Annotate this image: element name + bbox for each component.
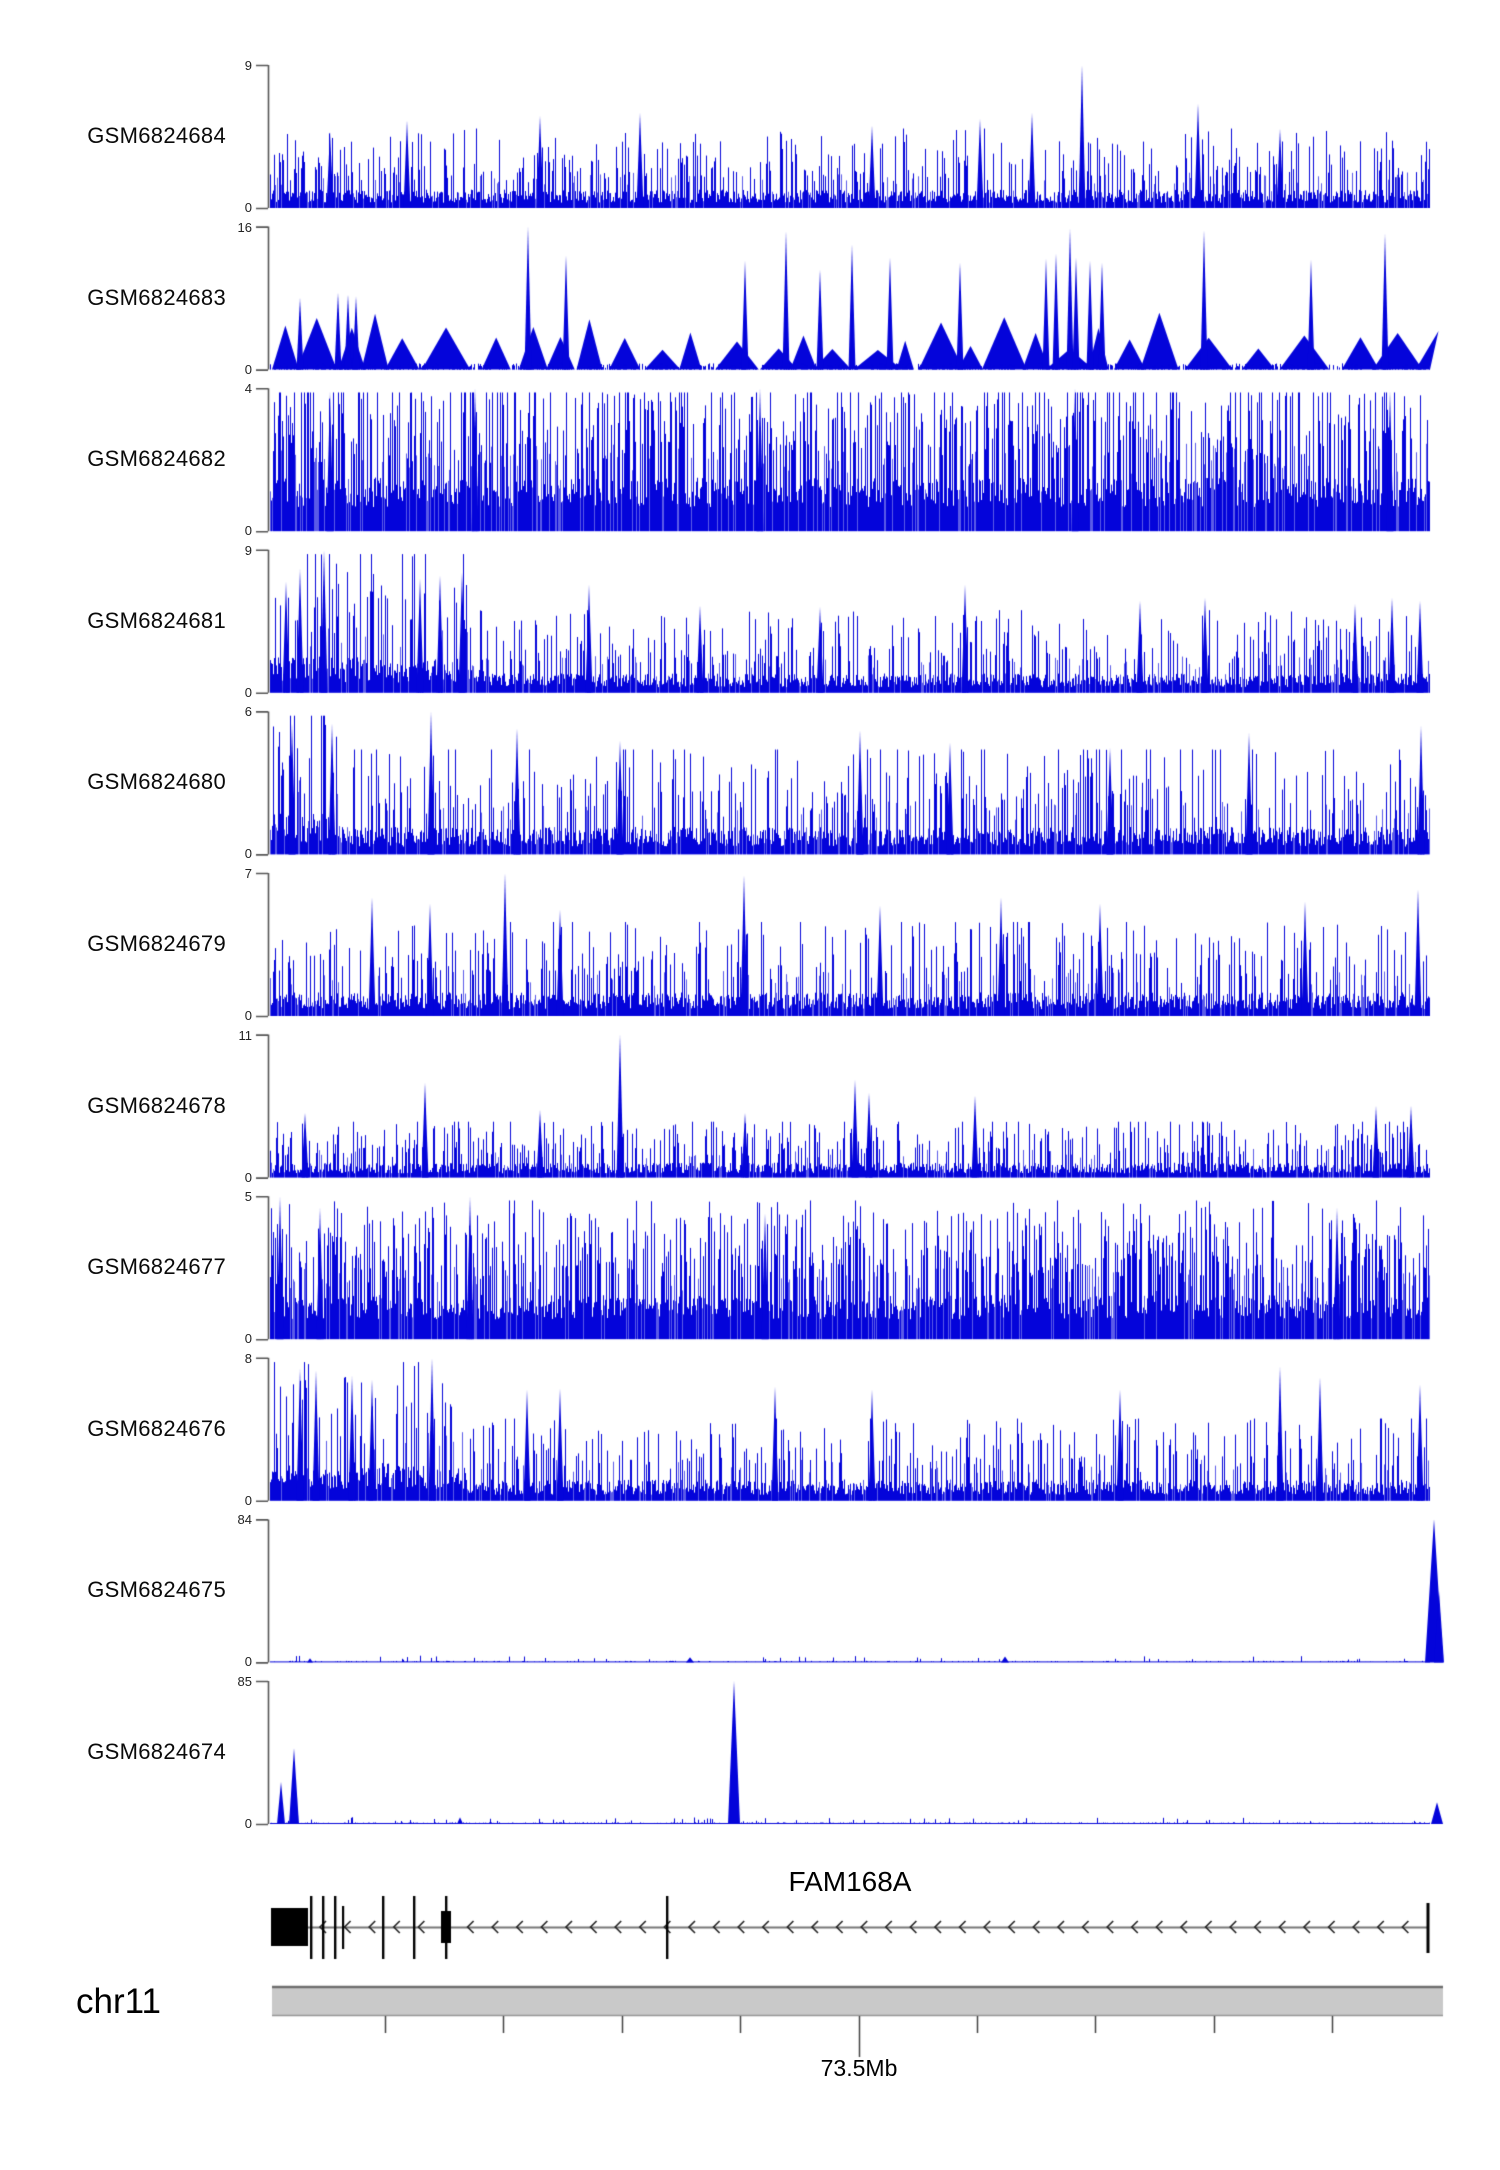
track-zero-label: 0	[244, 846, 252, 861]
track-label: GSM6824677	[87, 1253, 226, 1279]
track-zero-label: 0	[244, 523, 252, 538]
track-label: GSM6824681	[87, 607, 226, 633]
track-ymax-label: 6	[244, 704, 252, 719]
track-ymax-label: 7	[244, 866, 252, 881]
track-row: GSM6824682 4 0	[0, 381, 1500, 538]
track-row: GSM6824679 7 0	[0, 866, 1500, 1023]
track-label: GSM6824684	[87, 122, 226, 148]
track-row: GSM6824683 16 0	[0, 220, 1500, 377]
track-row: GSM6824674 85 0	[0, 1674, 1500, 1831]
track-zero-label: 0	[244, 1170, 252, 1185]
track-label: GSM6824678	[87, 1092, 226, 1118]
track-zero-label: 0	[244, 1816, 252, 1831]
track-ymax-label: 84	[237, 1512, 252, 1527]
track-label: GSM6824680	[87, 768, 226, 794]
track-label: GSM6824683	[87, 284, 226, 310]
track-row: GSM6824678 11 0	[0, 1028, 1500, 1185]
track-zero-label: 0	[244, 200, 252, 215]
track-row: GSM6824677 5 0	[0, 1189, 1500, 1346]
track-row: GSM6824681 9 0	[0, 543, 1500, 700]
track-ymax-label: 5	[244, 1189, 252, 1204]
track-row: GSM6824675 84 0	[0, 1512, 1500, 1669]
track-row: GSM6824680 6 0	[0, 704, 1500, 861]
chromosome-label: chr11	[76, 1982, 161, 2021]
track-row: GSM6824684 9 0	[0, 58, 1500, 215]
track-label: GSM6824675	[87, 1576, 226, 1602]
track-label: GSM6824674	[87, 1738, 226, 1764]
track-label: GSM6824682	[87, 445, 226, 471]
track-ymax-label: 16	[237, 220, 252, 235]
track-ymax-label: 11	[238, 1028, 253, 1043]
track-ymax-label: 9	[244, 543, 252, 558]
track-zero-label: 0	[244, 685, 252, 700]
track-row: GSM6824676 8 0	[0, 1351, 1500, 1508]
track-ymax-label: 4	[244, 381, 252, 396]
track-zero-label: 0	[244, 1008, 252, 1023]
scale-tick-label: 73.5Mb	[820, 2055, 898, 2081]
track-zero-label: 0	[244, 1493, 252, 1508]
track-ymax-label: 9	[244, 58, 252, 73]
track-zero-label: 0	[244, 1331, 252, 1346]
track-ymax-label: 8	[244, 1351, 252, 1366]
gene-name-label: FAM168A	[788, 1866, 912, 1897]
track-zero-label: 0	[244, 1654, 252, 1669]
track-zero-label: 0	[244, 362, 252, 377]
track-label: GSM6824679	[87, 930, 226, 956]
track-ymax-label: 85	[237, 1674, 252, 1689]
track-label: GSM6824676	[87, 1415, 226, 1441]
